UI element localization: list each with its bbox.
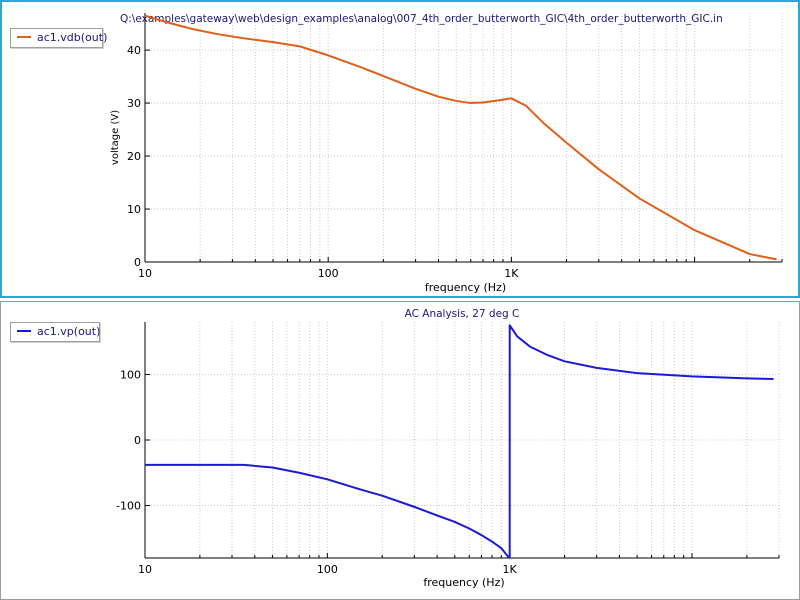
phase-y-tick-label: -100 xyxy=(116,500,141,513)
magnitude-chart: 10 100 1K010203040Q:\examples\gateway\web\… xyxy=(110,13,783,294)
phase-x-tick-label: 100 xyxy=(317,563,338,576)
phase-legend[interactable]: ac1.vp(out) xyxy=(10,322,100,342)
phase-x-axis-label: frequency (Hz) xyxy=(423,576,504,589)
magnitude-legend-label: ac1.vdb(out) xyxy=(37,31,108,44)
magnitude-x-axis-label: frequency (Hz) xyxy=(425,281,506,294)
magnitude-series-line xyxy=(144,14,777,261)
phase-y-tick-label: 0 xyxy=(134,434,141,447)
magnitude-x-tick-label: 1K xyxy=(504,267,519,280)
phase-legend-label: ac1.vp(out) xyxy=(37,325,101,338)
phase-legend-swatch xyxy=(17,330,31,332)
magnitude-y-tick-label: 0 xyxy=(134,256,141,269)
magnitude-chart-title: Q:\examples\gateway\web\design_examples\… xyxy=(120,13,723,25)
magnitude-y-tick-label: 40 xyxy=(127,44,141,57)
magnitude-legend-swatch xyxy=(17,36,31,38)
phase-y-tick-label: 100 xyxy=(120,368,141,381)
phase-chart: 10 100 1K -100 0 100 AC Analysis, 27 deg C freq… xyxy=(116,308,780,589)
phase-x-tick-label: 10 xyxy=(138,563,152,576)
magnitude-legend[interactable]: ac1.vdb(out) xyxy=(10,28,107,48)
phase-series-line xyxy=(145,324,774,558)
magnitude-x-tick-label: 100 xyxy=(318,267,339,280)
bottom-chart-panel: 10 100 1K -100 0 100 AC Analysis, 27 deg C freq… xyxy=(0,301,800,600)
magnitude-x-tick-label: 10 xyxy=(138,267,152,280)
magnitude-y-tick-label: 10 xyxy=(127,203,141,216)
top-chart-panel: 10 100 1K 0 10 20 30 40 Q:\examples\gateway\web\… xyxy=(0,0,800,298)
phase-grid xyxy=(144,322,780,558)
magnitude-y-tick-label: 30 xyxy=(127,97,141,110)
magnitude-y-axis-label: voltage (V) xyxy=(110,110,121,165)
magnitude-y-tick-label: 20 xyxy=(127,150,141,163)
phase-x-tick-label: 1K xyxy=(503,563,518,576)
phase-chart-title: AC Analysis, 27 deg C xyxy=(405,308,520,320)
